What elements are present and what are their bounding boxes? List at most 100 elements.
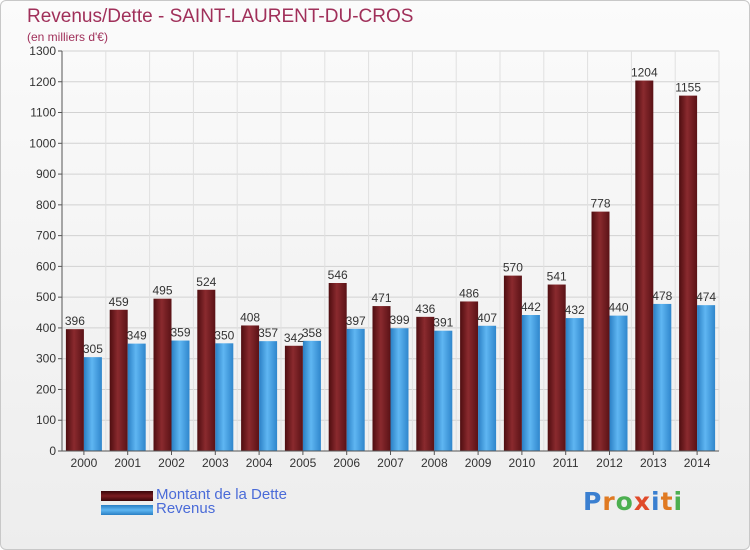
bar-revenus-2003 <box>215 343 234 451</box>
y-tick-label: 900 <box>36 167 56 181</box>
bar-revenus-2009 <box>478 325 497 451</box>
logo-letter: r <box>602 487 616 516</box>
logo-letter: t <box>660 487 674 516</box>
data-label-revenus-2007: 399 <box>389 313 409 327</box>
data-label-dette-2000: 396 <box>65 314 85 328</box>
y-tick-label: 300 <box>36 352 56 366</box>
bar-dette-2005 <box>284 345 303 451</box>
x-tick-label: 2014 <box>684 456 711 470</box>
x-tick-label: 2011 <box>553 456 579 470</box>
y-tick-label: 400 <box>36 321 56 335</box>
legend-label-revenus: Revenus <box>156 500 216 517</box>
x-tick-label: 2003 <box>202 456 229 470</box>
logo-letter: x <box>633 487 651 516</box>
bar-revenus-2013 <box>653 303 672 451</box>
data-label-dette-2011: 541 <box>547 270 567 284</box>
data-label-revenus-2006: 397 <box>346 314 366 328</box>
data-label-dette-2002: 495 <box>152 284 172 298</box>
bar-revenus-2005 <box>302 340 321 451</box>
y-tick-label: 0 <box>49 444 56 458</box>
bar-revenus-2006 <box>346 328 365 451</box>
data-label-dette-2013: 1204 <box>631 66 658 80</box>
data-label-dette-2010: 570 <box>503 261 523 275</box>
y-tick-label: 100 <box>36 413 56 427</box>
y-tick-label: 1000 <box>29 136 56 150</box>
data-label-dette-2008: 436 <box>415 302 435 316</box>
bar-revenus-2007 <box>390 328 409 451</box>
data-label-revenus-2009: 407 <box>477 311 497 325</box>
x-tick-label: 2004 <box>246 456 273 470</box>
data-label-revenus-2003: 350 <box>214 328 234 342</box>
bar-dette-2011 <box>547 284 566 451</box>
y-tick-label: 800 <box>36 198 56 212</box>
bar-dette-2008 <box>416 316 435 451</box>
legend-swatch-revenus <box>101 505 153 515</box>
x-tick-label: 2002 <box>158 456 185 470</box>
logo-letter: i <box>673 487 684 516</box>
bar-dette-2000 <box>65 329 84 451</box>
bar-dette-2006 <box>328 283 347 451</box>
y-tick-label: 1200 <box>29 75 56 89</box>
y-tick-label: 200 <box>36 382 56 396</box>
bar-revenus-2001 <box>127 343 146 451</box>
x-tick-label: 2006 <box>333 456 360 470</box>
x-tick-label: 2009 <box>465 456 492 470</box>
x-tick-label: 2007 <box>377 456 404 470</box>
data-label-revenus-2013: 478 <box>652 289 672 303</box>
data-label-revenus-2004: 357 <box>258 326 278 340</box>
data-label-dette-2012: 778 <box>590 197 610 211</box>
bar-revenus-2012 <box>609 315 628 451</box>
bar-revenus-2008 <box>434 330 453 451</box>
data-label-dette-2001: 459 <box>109 295 129 309</box>
bar-revenus-2010 <box>521 315 540 451</box>
y-tick-label: 1100 <box>30 106 56 120</box>
bar-dette-2007 <box>372 306 391 451</box>
bar-dette-2003 <box>197 289 216 451</box>
logo-letter: i <box>651 487 661 516</box>
data-label-dette-2004: 408 <box>240 310 260 324</box>
bar-dette-2004 <box>241 325 260 451</box>
data-label-revenus-2012: 440 <box>608 301 628 315</box>
bar-dette-2013 <box>635 80 654 452</box>
bar-dette-2012 <box>591 211 610 451</box>
bar-dette-2002 <box>153 298 172 451</box>
bar-dette-2009 <box>460 301 479 451</box>
bar-revenus-2011 <box>565 318 584 451</box>
data-label-dette-2014: 1155 <box>675 81 701 95</box>
bar-revenus-2004 <box>259 341 278 451</box>
bar-revenus-2014 <box>697 305 716 451</box>
bar-dette-2001 <box>109 309 128 451</box>
data-label-revenus-2002: 359 <box>170 326 190 340</box>
data-label-dette-2007: 471 <box>371 291 391 305</box>
data-label-revenus-2000: 305 <box>83 342 103 356</box>
logo-letter: P <box>583 487 603 516</box>
logo-letter: o <box>615 487 634 516</box>
bar-revenus-2002 <box>171 340 190 451</box>
y-tick-label: 600 <box>36 259 56 273</box>
data-label-dette-2003: 524 <box>196 275 216 289</box>
data-label-dette-2005: 342 <box>284 331 304 345</box>
data-label-dette-2006: 546 <box>328 268 348 282</box>
x-tick-label: 2013 <box>640 456 667 470</box>
x-tick-label: 2010 <box>509 456 536 470</box>
x-tick-label: 2008 <box>421 456 448 470</box>
chart-subtitle: (en milliers d'€) <box>27 30 108 44</box>
y-tick-label: 700 <box>36 229 56 243</box>
data-label-dette-2009: 486 <box>459 286 479 300</box>
data-label-revenus-2005: 358 <box>302 326 322 340</box>
y-tick-label: 500 <box>36 290 56 304</box>
data-label-revenus-2014: 474 <box>696 290 716 304</box>
data-label-revenus-2008: 391 <box>433 316 453 330</box>
bar-dette-2014 <box>679 95 698 451</box>
chart-title: Revenus/Dette - SAINT-LAURENT-DU-CROS <box>27 6 414 27</box>
legend-label-dette: Montant de la Dette <box>156 486 287 503</box>
x-tick-label: 2012 <box>596 456 623 470</box>
data-label-revenus-2001: 349 <box>127 329 147 343</box>
legend-swatch-dette <box>101 491 153 501</box>
bar-dette-2010 <box>503 275 522 451</box>
data-label-revenus-2010: 442 <box>521 300 541 314</box>
bar-revenus-2000 <box>83 357 102 451</box>
proxiti-logo: Proxiti <box>583 487 683 516</box>
